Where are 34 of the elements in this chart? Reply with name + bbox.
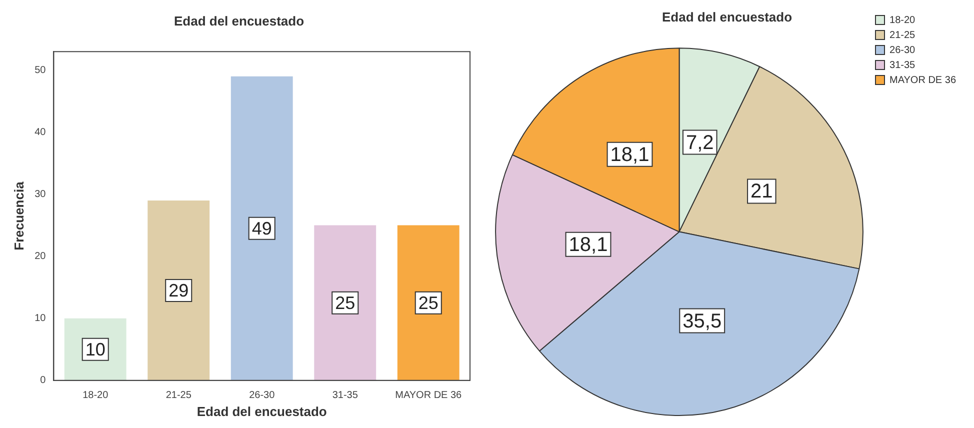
data-label: 25 [335, 292, 356, 313]
data-label: 29 [168, 280, 189, 300]
y-tick-label: 10 [34, 313, 46, 324]
data-label: 7,2 [686, 132, 714, 154]
bar [230, 76, 293, 380]
legend-label: 26-30 [890, 44, 916, 56]
legend-label: 31-35 [890, 60, 916, 71]
legend-label: 18-20 [890, 14, 916, 26]
y-tick-label: 0 [40, 375, 46, 386]
y-axis-title: Frecuencia [11, 180, 26, 250]
x-tick-label: 31-35 [332, 390, 358, 402]
x-axis-title: Edad del encuestado [196, 404, 327, 419]
x-tick-label: MAYOR DE 36 [395, 390, 462, 402]
y-tick-label: 50 [34, 64, 46, 76]
chart-title: Edad del encuestado [174, 13, 304, 28]
data-label: 25 [418, 292, 438, 313]
x-tick-label: 18-20 [82, 390, 109, 402]
data-label: 10 [85, 339, 106, 360]
bar [314, 225, 376, 380]
chart-title: Edad del encuestado [662, 9, 792, 24]
y-tick-label: 30 [34, 189, 46, 200]
legend-label: 21-25 [890, 30, 916, 41]
bar [148, 200, 210, 380]
data-label: 35,5 [682, 310, 722, 332]
data-label: 49 [252, 218, 272, 238]
data-label: 21 [750, 180, 773, 203]
y-tick-label: 20 [34, 251, 46, 262]
bar [397, 225, 460, 380]
y-tick-label: 40 [34, 127, 46, 138]
data-label: 18,1 [610, 144, 650, 166]
legend-label: MAYOR DE 36 [890, 74, 956, 86]
x-tick-label: 26-30 [249, 390, 276, 402]
data-label: 18,1 [568, 234, 608, 256]
x-tick-label: 21-25 [166, 390, 192, 402]
